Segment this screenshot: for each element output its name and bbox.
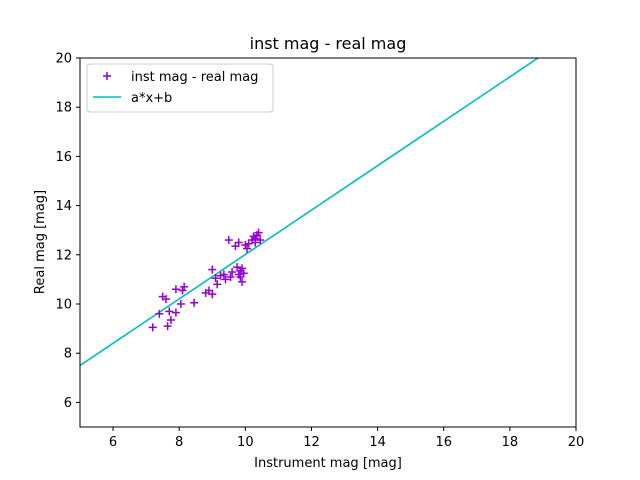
data-point bbox=[190, 298, 199, 307]
data-point bbox=[238, 277, 247, 286]
x-tick-label: 18 bbox=[502, 435, 519, 450]
data-point bbox=[256, 236, 265, 245]
data-point bbox=[226, 272, 235, 281]
data-point bbox=[165, 307, 174, 316]
data-point bbox=[211, 274, 220, 283]
y-tick-label: 20 bbox=[55, 52, 72, 67]
data-point bbox=[228, 268, 237, 277]
data-point bbox=[224, 236, 233, 245]
data-point bbox=[239, 269, 248, 278]
legend-label-scatter: inst mag - real mag bbox=[131, 70, 258, 85]
y-tick-label: 18 bbox=[55, 101, 72, 116]
y-tick-label: 16 bbox=[55, 150, 72, 165]
y-tick-label: 14 bbox=[55, 199, 72, 214]
series-layer bbox=[80, 58, 539, 367]
data-point bbox=[166, 315, 175, 324]
x-axis: 6 8 10 12 14 16 18 20 bbox=[109, 427, 584, 450]
x-tick-label: 14 bbox=[369, 435, 386, 450]
data-point bbox=[242, 244, 251, 253]
x-tick-label: 8 bbox=[175, 435, 183, 450]
y-axis-label: Real mag [mag] bbox=[33, 190, 48, 294]
data-point bbox=[238, 264, 247, 273]
chart-title: inst mag - real mag bbox=[250, 34, 407, 53]
data-point bbox=[221, 275, 230, 284]
y-tick-label: 6 bbox=[64, 396, 72, 411]
legend-marker-scatter bbox=[103, 72, 111, 80]
y-tick-label: 8 bbox=[64, 347, 72, 362]
x-tick-label: 12 bbox=[303, 435, 320, 450]
y-tick-label: 10 bbox=[55, 298, 72, 313]
x-tick-label: 20 bbox=[568, 435, 585, 450]
y-tick-label: 12 bbox=[55, 248, 72, 263]
data-point bbox=[161, 295, 170, 304]
data-point bbox=[219, 270, 228, 279]
x-tick-label: 16 bbox=[435, 435, 452, 450]
data-point bbox=[148, 323, 157, 332]
data-point bbox=[213, 280, 222, 289]
data-point bbox=[163, 322, 172, 331]
legend-box bbox=[86, 63, 274, 113]
data-point bbox=[178, 286, 187, 295]
data-point bbox=[155, 309, 164, 318]
legend: inst mag - real mag a*x+b bbox=[86, 63, 274, 113]
legend-label-line: a*x+b bbox=[131, 91, 172, 106]
y-axis: 6 8 10 12 14 16 18 20 bbox=[55, 52, 80, 411]
data-point bbox=[180, 282, 189, 291]
data-point bbox=[254, 228, 263, 237]
data-point bbox=[171, 285, 180, 294]
plot-area bbox=[80, 58, 576, 427]
x-tick-label: 6 bbox=[109, 435, 117, 450]
data-point bbox=[208, 265, 217, 274]
data-point bbox=[208, 290, 217, 299]
plot-frame bbox=[79, 57, 577, 428]
x-axis-label: Instrument mag [mag] bbox=[254, 456, 402, 471]
x-tick-label: 10 bbox=[237, 435, 254, 450]
data-point bbox=[234, 238, 243, 247]
data-point bbox=[176, 300, 185, 308]
data-point bbox=[171, 308, 180, 317]
data-point bbox=[251, 234, 260, 243]
